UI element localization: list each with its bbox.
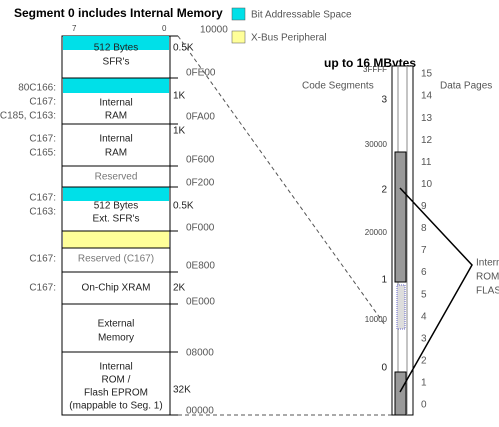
address: 0E000: [186, 297, 215, 308]
column-header: Code Segments: [302, 81, 374, 92]
code-segment-label: 1: [381, 275, 387, 286]
code-segment-labels: 3FFFF 3 30000 2 20000 1 10000 0: [363, 65, 388, 374]
code-segment-label: 20000: [365, 228, 388, 237]
block-size: 0.5K: [173, 43, 194, 54]
block-text: SFR's: [103, 57, 130, 68]
block-text: On-Chip XRAM: [82, 283, 151, 294]
chip-label: C185, C163:: [0, 111, 56, 122]
address: 0FE00: [186, 68, 216, 79]
data-page-label: 15: [421, 69, 433, 80]
data-page-label: 4: [421, 311, 427, 322]
data-page-label: 8: [421, 223, 427, 234]
data-page-label: 1: [421, 378, 427, 389]
bit-label: 0: [162, 24, 167, 33]
code-segment-label: 30000: [365, 140, 388, 149]
chip-label: C163:: [29, 207, 56, 218]
chip-label: C167:: [29, 193, 56, 204]
bit-label: 7: [72, 24, 77, 33]
code-segment-label: 10000: [365, 315, 388, 324]
chip-label: 80C166:: [18, 83, 56, 94]
data-page-label: 14: [421, 91, 433, 102]
address-space: [391, 65, 473, 416]
legend-swatch: [231, 7, 246, 21]
data-page-label: 12: [421, 135, 433, 146]
block-text: Ext. SFR's: [93, 214, 140, 225]
block-text: ROM /: [102, 375, 131, 386]
address: 08000: [186, 348, 214, 359]
chip-label: C167:: [29, 283, 56, 294]
block-text: Reserved: [95, 172, 138, 183]
block-text: Internal: [99, 134, 132, 145]
data-page-label: 11: [421, 157, 432, 168]
rom-label: ROM/: [476, 272, 499, 283]
code-segment-label: 3: [381, 95, 387, 106]
chip-label: C167:: [29, 254, 56, 265]
address: 00000: [186, 406, 214, 417]
block-text: 512 Bytes: [94, 43, 138, 54]
block-text: Flash EPROM: [84, 388, 148, 399]
block-text: Reserved (C167): [78, 254, 154, 265]
block-text: Internal: [99, 362, 132, 373]
rom-label: FLASH: [476, 286, 499, 297]
address: 10000: [200, 25, 228, 36]
legend-label: X-Bus Peripheral: [251, 33, 327, 44]
block-size: 1K: [173, 91, 186, 102]
data-page-label: 10: [421, 179, 433, 190]
block-size: 0.5K: [173, 201, 194, 212]
chip-label: C167:: [29, 97, 56, 108]
data-page-label: 5: [421, 289, 427, 300]
block-size: 1K: [173, 126, 186, 137]
block-size: 2K: [173, 283, 186, 294]
data-page-label: 9: [421, 201, 427, 212]
block-text: Internal: [99, 98, 132, 109]
address: 0F000: [186, 223, 215, 234]
address: 0E800: [186, 261, 215, 272]
title: Segment 0 includes Internal Memory: [14, 6, 223, 20]
code-segment-label: 2: [381, 185, 387, 196]
code-segment-label: 3FFFF: [363, 65, 387, 74]
connector: [177, 35, 386, 326]
block-text: RAM: [105, 148, 127, 159]
chip-label: C167:: [29, 134, 56, 145]
address: 0F600: [186, 155, 215, 166]
column-header: Data Pages: [440, 81, 492, 92]
rom-label: Internal: [476, 258, 499, 269]
block-text: 512 Bytes: [94, 201, 138, 212]
data-page-label: 6: [421, 267, 427, 278]
code-segment-label: 0: [381, 363, 387, 374]
legend-label: Bit Addressable Space: [251, 10, 352, 21]
block-text: External: [98, 319, 135, 330]
address: 0F200: [186, 178, 215, 189]
data-page-label: 13: [421, 113, 433, 124]
legend-swatch: [231, 30, 246, 44]
data-page-label: 3: [421, 333, 427, 344]
data-page-label: 7: [421, 245, 427, 256]
data-page-label: 2: [421, 356, 427, 367]
data-page-label: 0: [421, 400, 427, 411]
memory-column: [61, 35, 178, 416]
address: 0FA00: [186, 112, 215, 123]
chip-label: C165:: [29, 148, 56, 159]
block-text: Memory: [98, 333, 134, 344]
block-text: (mappable to Seg. 1): [69, 401, 162, 412]
block-text: RAM: [105, 111, 127, 122]
block-size: 32K: [173, 385, 191, 396]
